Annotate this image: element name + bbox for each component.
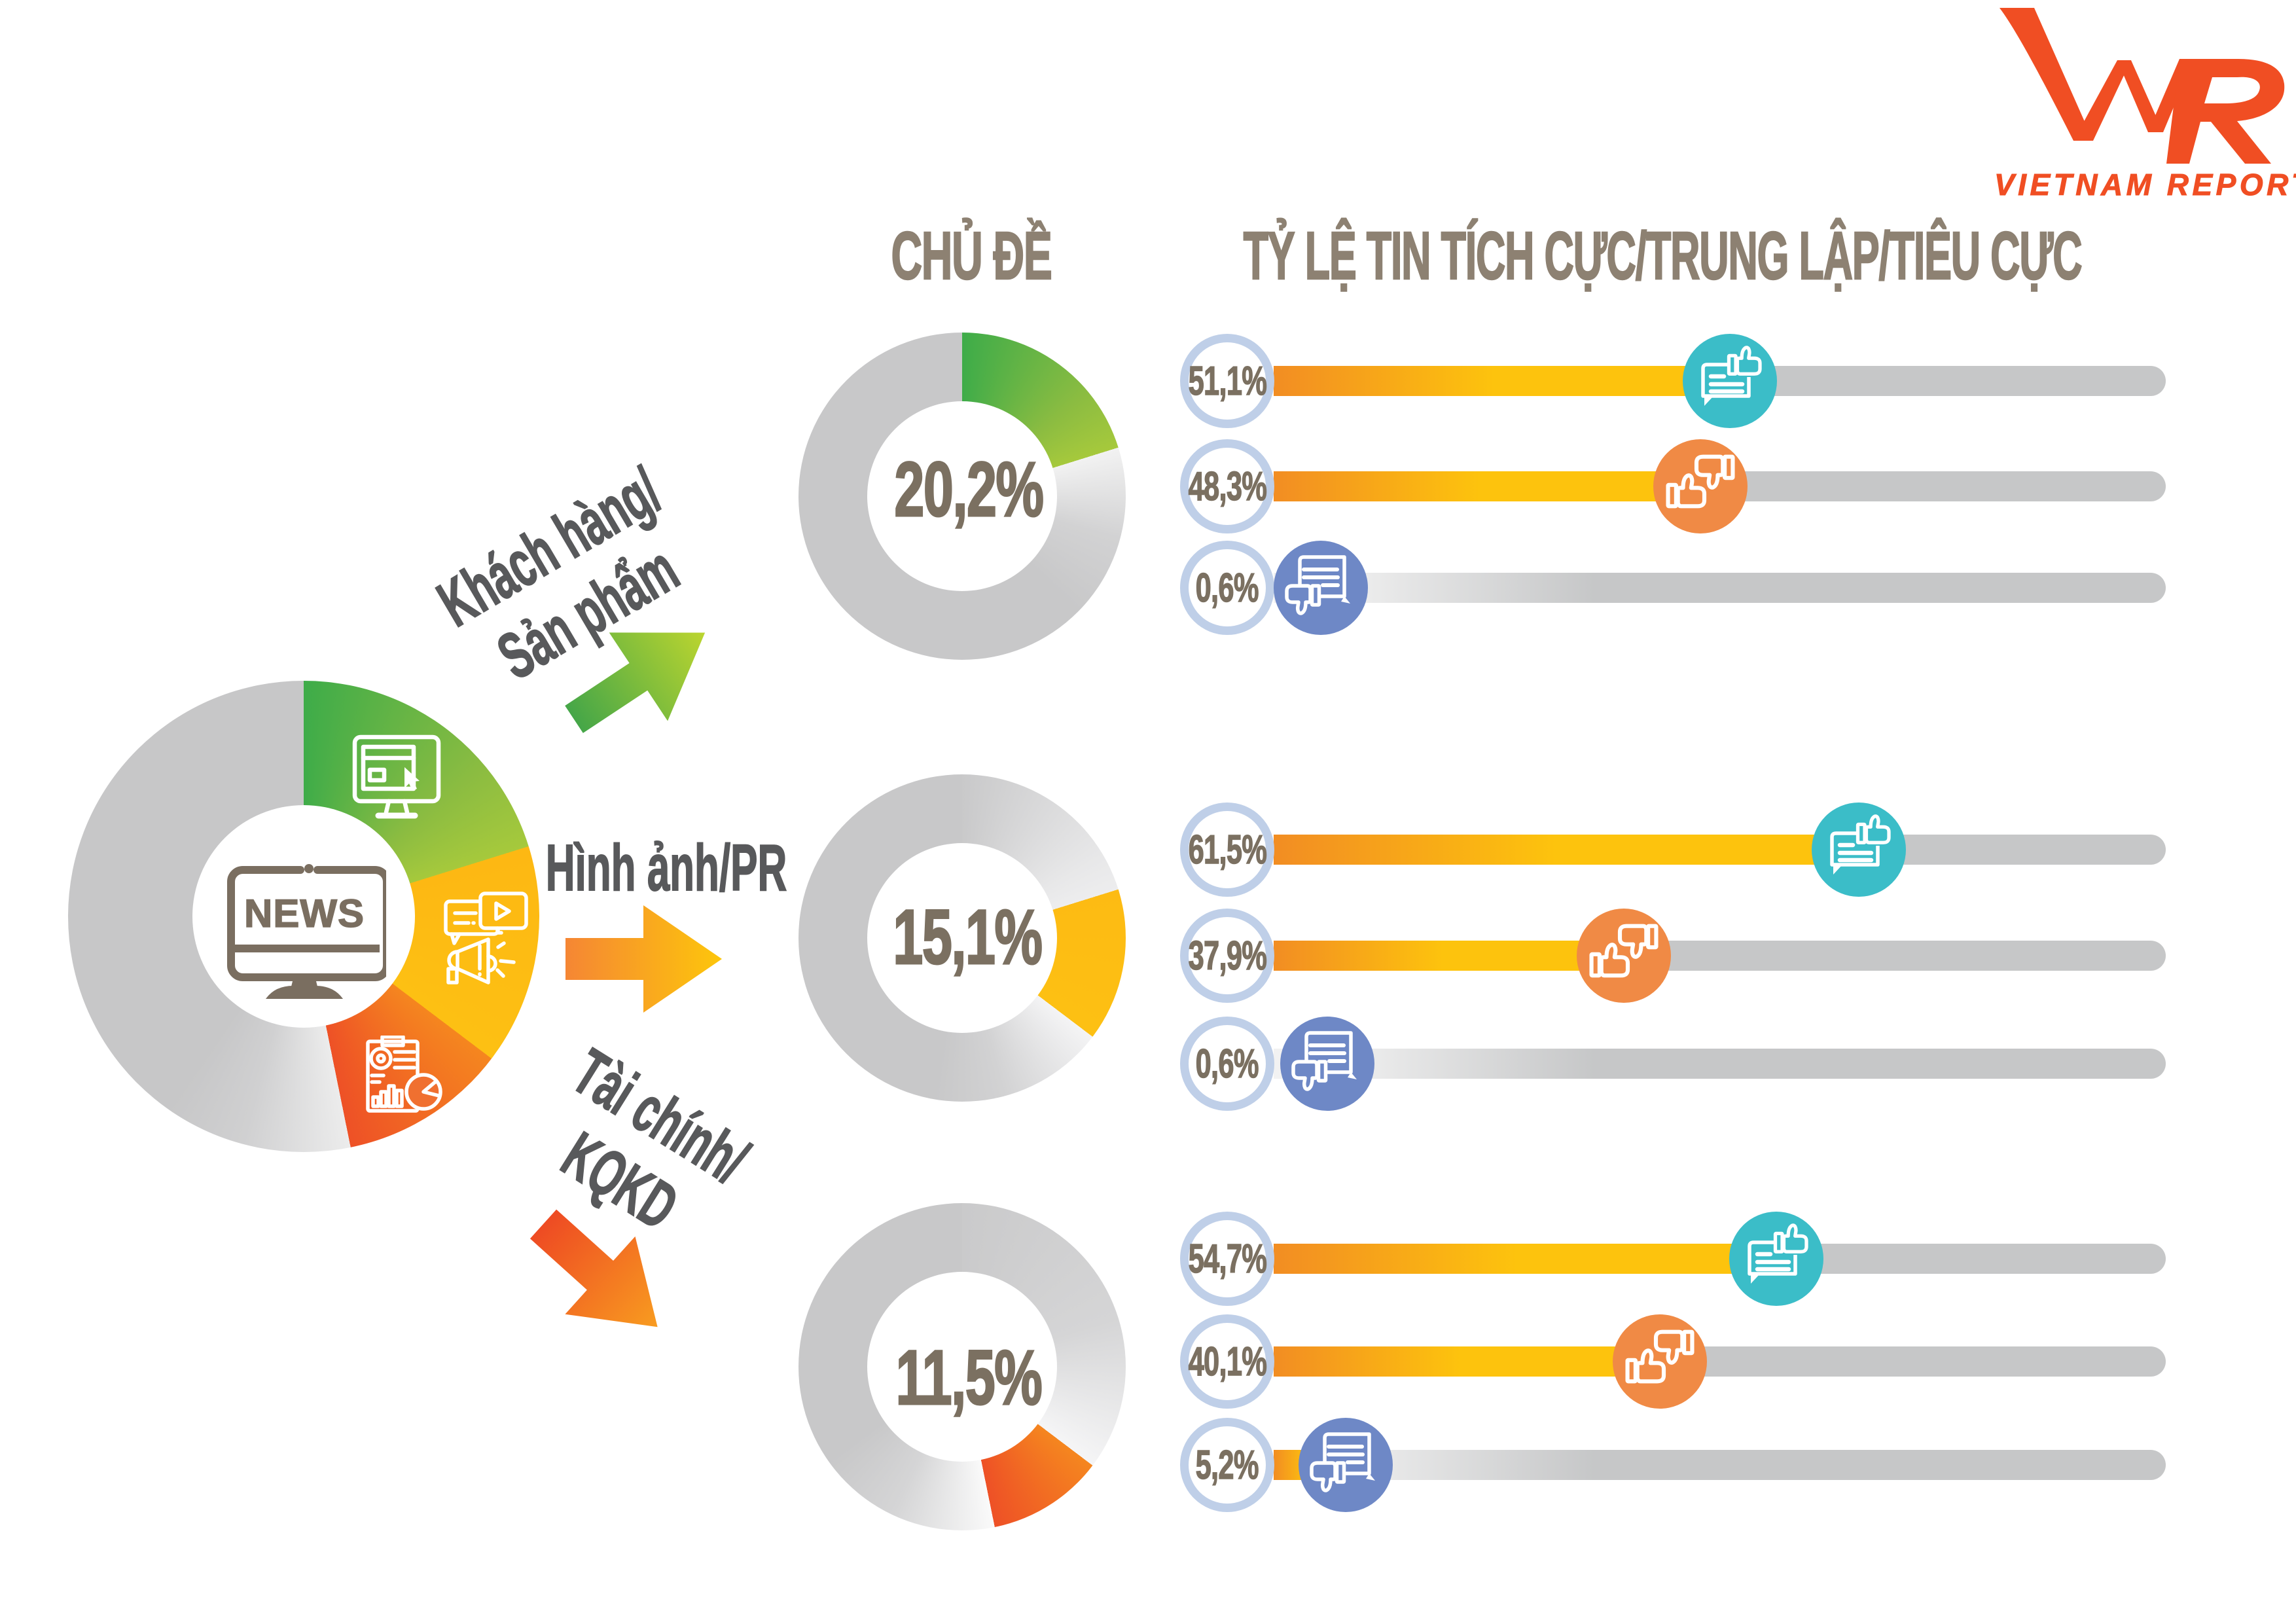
svg-text:NEWS: NEWS (244, 892, 365, 935)
svg-text:VIETNAM REPORT: VIETNAM REPORT (1994, 168, 2296, 202)
